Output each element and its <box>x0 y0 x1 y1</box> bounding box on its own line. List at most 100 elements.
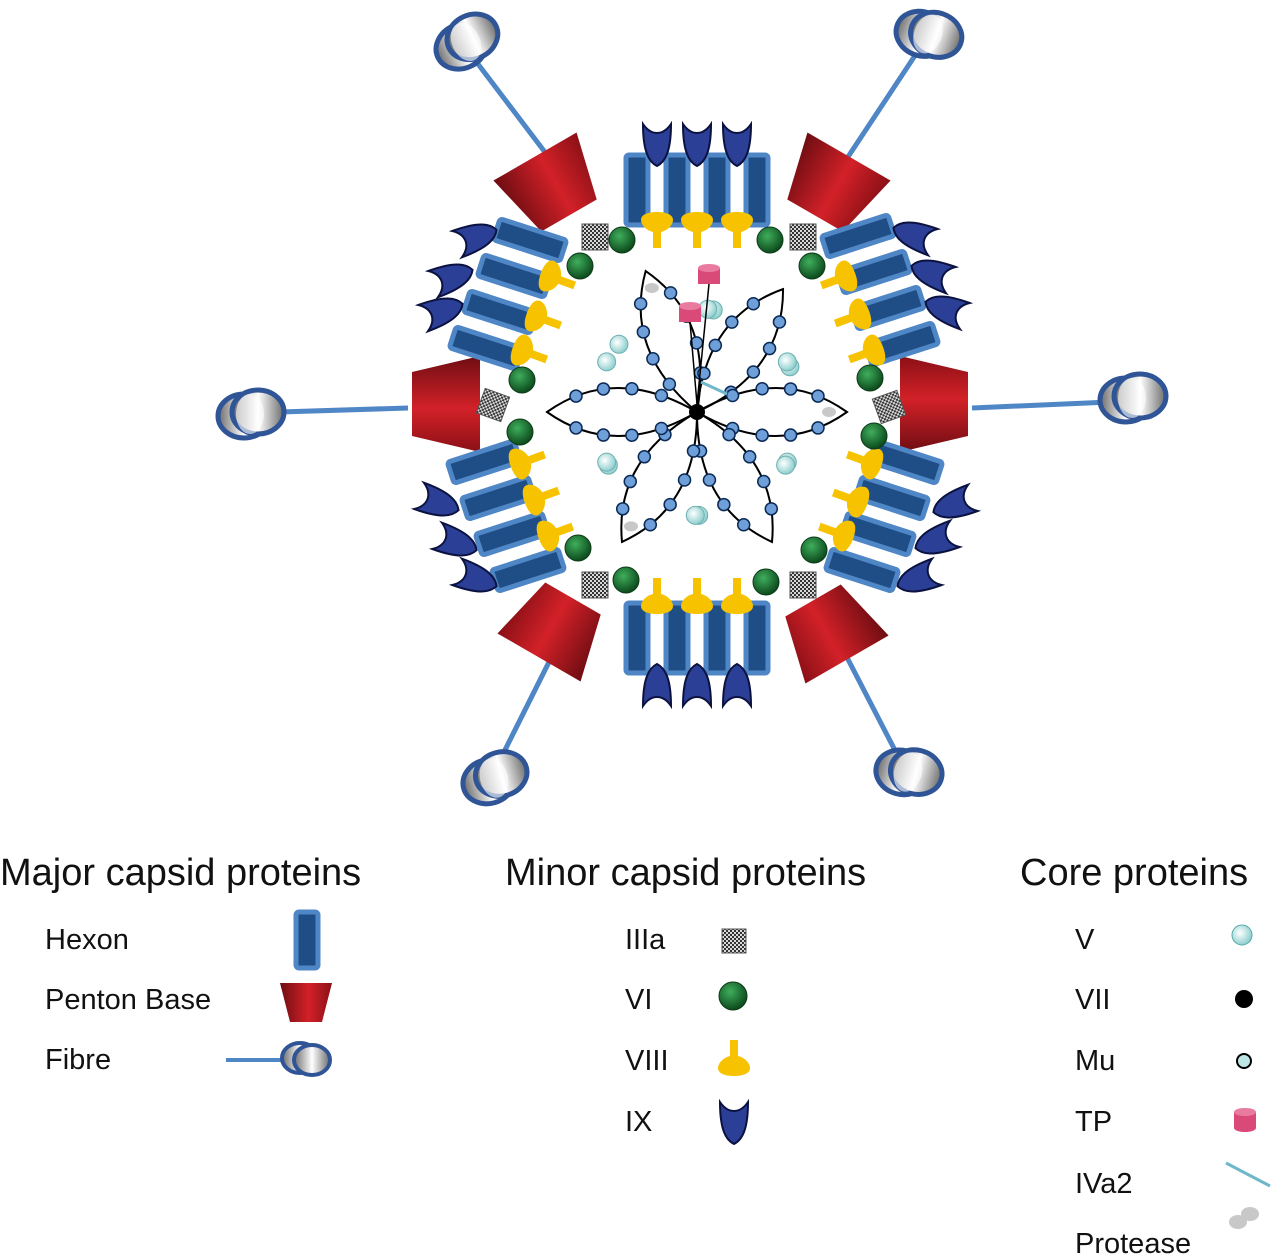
mu-protein <box>755 428 769 442</box>
iiia-label: IIIa <box>625 924 666 956</box>
minor-capsid-title: Minor capsid proteins <box>505 852 867 894</box>
fibre-label: Fibre <box>45 1044 112 1076</box>
mu-label: Mu <box>1075 1045 1116 1077</box>
mu-protein <box>757 474 771 489</box>
mu-protein <box>686 444 701 458</box>
mu-protein <box>636 325 651 339</box>
mu-protein <box>736 517 751 532</box>
legend-icons <box>226 909 1271 1229</box>
mu-protein <box>625 428 639 442</box>
core-region <box>545 264 849 544</box>
iiia-legend-icon <box>721 928 747 954</box>
tp-tether <box>689 321 698 405</box>
tp-protein-top <box>698 264 720 272</box>
mu-protein <box>811 421 825 435</box>
fibre-knob-icon <box>457 746 533 809</box>
mu-protein <box>742 450 757 464</box>
tp-protein-top <box>679 302 701 310</box>
v-protein <box>609 334 629 354</box>
mu-protein <box>643 517 658 532</box>
protease-label: Protease <box>1075 1228 1192 1260</box>
mu-protein <box>625 382 639 396</box>
protease-legend-icon <box>1229 1207 1259 1229</box>
v-protein <box>685 505 705 525</box>
mu-protein <box>746 297 761 311</box>
tp-protein <box>698 268 720 284</box>
protein-iiia-group <box>475 223 907 599</box>
fibre-knob-icon <box>427 6 507 77</box>
iva2-protein <box>700 380 728 396</box>
mu-protein <box>633 297 648 311</box>
mu-protein <box>725 388 740 403</box>
dna-loop <box>545 387 698 437</box>
vi-legend-icon <box>718 981 748 1011</box>
mu-protein <box>596 428 611 442</box>
viii-label: VIII <box>625 1045 669 1077</box>
mu-protein <box>596 382 611 396</box>
v-label: V <box>1075 924 1095 956</box>
mu-protein <box>746 365 761 379</box>
protease <box>624 521 638 532</box>
protease <box>644 282 659 293</box>
mu-protein <box>811 389 825 403</box>
v-protein <box>597 452 617 472</box>
iva2-label: IVa2 <box>1075 1168 1133 1200</box>
mu-protein <box>702 473 717 487</box>
protein-vi-group <box>506 226 888 596</box>
mu-protein <box>662 377 677 391</box>
hexon-label: Hexon <box>45 924 129 956</box>
dna-loop <box>695 411 774 544</box>
dna-loop <box>696 387 849 437</box>
mu-protein <box>663 497 677 512</box>
v-protein <box>776 455 796 475</box>
vi-label: VI <box>625 984 653 1016</box>
mu-protein <box>708 338 723 353</box>
protease <box>822 407 836 417</box>
tp-legend-icon <box>1234 1108 1256 1132</box>
mu-legend-icon <box>1236 1053 1252 1069</box>
vii-label: VII <box>1075 984 1111 1016</box>
penton-base-label: Penton Base <box>45 984 212 1016</box>
mu-protein <box>772 315 787 329</box>
mu-protein <box>654 421 669 436</box>
ix-label: IX <box>625 1106 653 1138</box>
v-protein <box>597 352 617 372</box>
mu-protein <box>623 474 637 489</box>
penton-base-icon <box>771 576 889 684</box>
vii-legend-icon <box>1235 990 1253 1008</box>
tp-label: TP <box>1075 1106 1113 1138</box>
dna-loop <box>620 411 699 544</box>
mu-protein <box>615 502 630 516</box>
mu-protein <box>755 382 769 396</box>
mu-protein <box>569 421 583 435</box>
tp-protein <box>679 306 701 322</box>
v-legend-icon <box>1231 924 1253 946</box>
mu-protein <box>717 497 731 512</box>
mu-protein <box>637 450 652 464</box>
mu-protein <box>569 389 583 403</box>
iva2-legend-icon <box>1225 1161 1271 1188</box>
mu-protein <box>764 502 779 516</box>
penton-base-legend-icon <box>280 983 332 1022</box>
core-proteins-title: Core proteins <box>1020 852 1249 894</box>
mu-protein <box>783 382 798 396</box>
fibre-knob-icon <box>890 1 968 69</box>
dna-loop <box>696 287 785 413</box>
ix-legend-icon <box>719 1101 749 1145</box>
mu-protein <box>677 473 692 487</box>
mu-protein <box>725 315 739 329</box>
mu-protein <box>663 286 678 300</box>
penton-base-icon <box>900 356 968 452</box>
mu-protein <box>783 428 798 442</box>
v-protein <box>777 352 797 372</box>
fibre-legend-icon <box>226 1041 332 1077</box>
mu-protein <box>646 351 660 366</box>
tp-tether <box>696 283 710 405</box>
penton-base-icon <box>412 356 480 452</box>
dna-loop <box>639 269 702 413</box>
fibre-knob-icon <box>871 741 947 804</box>
fibre-knob-icon <box>1100 374 1166 422</box>
major-capsid-title: Major capsid proteins <box>0 852 362 894</box>
mu-protein <box>722 427 736 442</box>
